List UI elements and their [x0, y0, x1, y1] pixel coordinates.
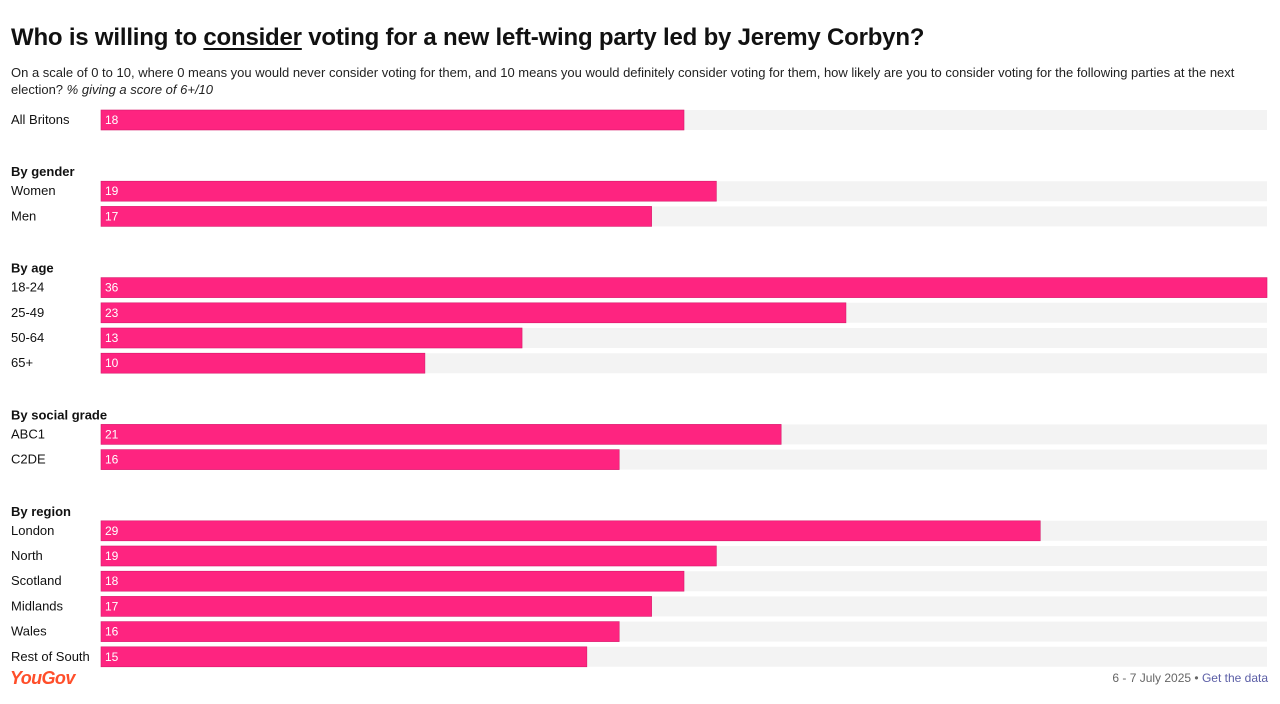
bar — [100, 352, 426, 374]
category-label: Men — [11, 208, 36, 223]
group-heading: By social grade — [11, 407, 107, 422]
data-label: 36 — [105, 281, 119, 295]
category-label: ABC1 — [11, 426, 45, 441]
chart-title: Who is willing to consider voting for a … — [11, 24, 924, 52]
data-label: 21 — [105, 427, 119, 441]
category-label: Women — [11, 183, 56, 198]
bar — [100, 302, 847, 324]
subtitle-note: % giving a score of 6+/10 — [66, 82, 214, 97]
bar — [100, 570, 685, 592]
bar — [100, 596, 652, 617]
category-label: All Britons — [11, 112, 70, 127]
data-label: 18 — [105, 574, 119, 588]
footer-separator: • — [1191, 671, 1202, 685]
bar — [100, 646, 588, 668]
yougov-logo: YouGov — [10, 668, 75, 688]
get-the-data-link[interactable]: Get the data — [1201, 671, 1268, 685]
group-heading: By age — [11, 261, 54, 276]
bar — [100, 424, 782, 445]
category-label: Scotland — [11, 573, 62, 588]
data-label: 19 — [105, 184, 119, 198]
bar — [100, 327, 523, 349]
title-pre: Who is willing to — [11, 24, 204, 51]
category-label: 50-64 — [11, 330, 44, 345]
data-label: 17 — [105, 209, 119, 223]
chart-subtitle: On a scale of 0 to 10, where 0 means you… — [11, 64, 1261, 98]
group-heading: By region — [11, 504, 71, 519]
data-label: 19 — [105, 549, 119, 563]
data-label: 16 — [105, 625, 119, 639]
title-post: voting for a new left-wing party led by … — [301, 24, 925, 51]
data-label: 17 — [105, 599, 119, 613]
data-label: 16 — [105, 453, 119, 467]
category-label: North — [11, 548, 43, 563]
title-emphasis: consider — [203, 24, 302, 51]
data-label: 23 — [105, 306, 119, 320]
bar — [100, 206, 652, 227]
category-label: Rest of South — [11, 649, 90, 664]
bar — [100, 180, 717, 202]
category-label: 25-49 — [11, 305, 44, 320]
data-label: 18 — [105, 113, 119, 127]
category-label: 65+ — [11, 355, 33, 370]
data-label: 15 — [105, 650, 119, 664]
footer-meta: 6 - 7 July 2025 • Get the data — [1112, 671, 1268, 685]
subtitle-question: On a scale of 0 to 10, where 0 means you… — [11, 65, 1235, 97]
category-label: Wales — [11, 624, 47, 639]
footer-date: 6 - 7 July 2025 — [1112, 671, 1192, 685]
data-label: 29 — [105, 524, 119, 538]
group-heading: By gender — [11, 164, 75, 179]
bar — [100, 545, 717, 567]
bar — [100, 449, 620, 470]
data-label: 10 — [105, 356, 119, 370]
category-label: Midlands — [11, 598, 64, 613]
bar — [100, 109, 685, 131]
bar — [100, 520, 1041, 542]
bar — [100, 621, 620, 642]
category-label: London — [11, 523, 54, 538]
bar — [100, 277, 1268, 298]
category-label: C2DE — [11, 452, 46, 467]
category-label: 18-24 — [11, 280, 44, 295]
data-label: 13 — [105, 331, 119, 345]
